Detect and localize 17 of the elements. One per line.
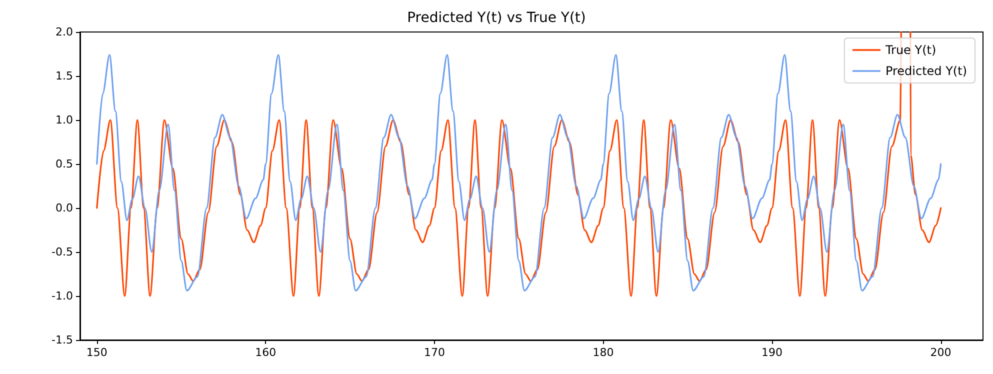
y-tick-label: 1.0 xyxy=(56,114,73,126)
y-tick-label: 2.0 xyxy=(56,26,73,38)
y-tick-label: 0.0 xyxy=(56,202,73,214)
x-tick-label: 160 xyxy=(255,346,276,359)
y-tick-label: -1.0 xyxy=(52,290,73,302)
legend-label: True Y(t) xyxy=(884,43,936,57)
y-tick-label: -1.5 xyxy=(52,334,73,346)
x-tick-label: 190 xyxy=(762,346,783,359)
chart-title: Predicted Y(t) vs True Y(t) xyxy=(407,10,586,26)
y-tick-label: 1.5 xyxy=(56,70,73,82)
x-tick-label: 150 xyxy=(86,346,108,359)
legend-label: Predicted Y(t) xyxy=(885,64,967,78)
x-tick-label: 200 xyxy=(930,346,952,359)
y-tick-label: 0.5 xyxy=(56,158,73,170)
x-tick-label: 170 xyxy=(424,346,445,359)
x-tick-label: 180 xyxy=(592,346,614,359)
y-tick-label: -0.5 xyxy=(52,246,73,258)
